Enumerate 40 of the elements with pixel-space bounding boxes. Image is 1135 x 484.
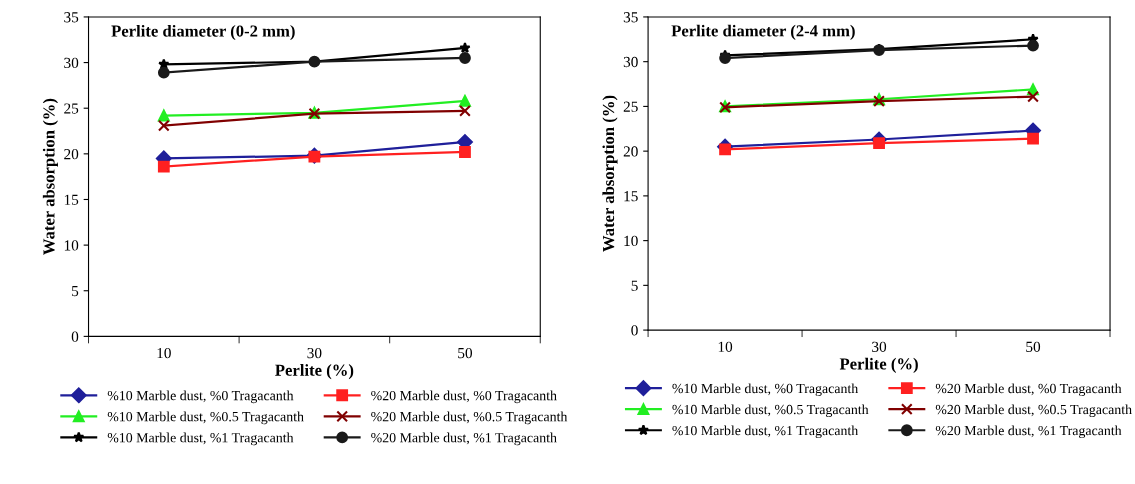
legend-label: %10 Marble dust, %0 Tragacanth bbox=[672, 383, 859, 397]
legend-label: %10 Marble dust, %1 Tragacanth bbox=[672, 425, 859, 439]
x-tick-label: 10 bbox=[718, 341, 733, 352]
y-tick-label: 20 bbox=[64, 148, 79, 160]
y-tick-label: 5 bbox=[72, 286, 79, 297]
x-tick-label: 50 bbox=[458, 347, 473, 359]
y-tick-label: 20 bbox=[623, 146, 638, 157]
legend-label: %10 Marble dust, %0.5 Tragacanth bbox=[107, 411, 304, 425]
y-tick-label: 10 bbox=[624, 235, 638, 247]
x-axis-title: Perlite (%) bbox=[839, 357, 918, 373]
annotation: Perlite diameter (0-2 mm) bbox=[111, 24, 295, 41]
legend-label: %20 Marble dust, %0.5 Tragacanth bbox=[935, 404, 1132, 418]
y-tick-label: 5 bbox=[631, 280, 638, 291]
legend-label: %20 Marble dust, %0.5 Tragacanth bbox=[371, 411, 568, 425]
legend-label: %10 Marble dust, %0 Tragacanth bbox=[107, 390, 294, 404]
x-tick-label: 30 bbox=[872, 341, 887, 352]
y-tick-label: 15 bbox=[624, 191, 638, 202]
y-axis-title: Water absorption (%) bbox=[42, 98, 58, 255]
y-tick-label: 25 bbox=[64, 103, 79, 114]
x-tick-label: 30 bbox=[307, 347, 322, 359]
annotation: Perlite diameter (2-4 mm) bbox=[671, 24, 855, 40]
y-tick-label: 0 bbox=[631, 325, 638, 336]
y-tick-label: 15 bbox=[64, 194, 79, 205]
x-tick-label: 50 bbox=[1026, 341, 1041, 352]
y-tick-label: 0 bbox=[71, 331, 79, 342]
x-axis-title: Perlite (%) bbox=[275, 364, 354, 380]
legend-label: %10 Marble dust, %0.5 Tragacanth bbox=[672, 404, 869, 418]
y-tick-label: 25 bbox=[623, 101, 638, 112]
legend-label: %20 Marble dust, %0 Tragacanth bbox=[371, 390, 557, 404]
legend-label: %20 Marble dust, %0 Tragacanth bbox=[935, 383, 1122, 397]
y-tick-label: 30 bbox=[64, 57, 79, 69]
legend-label: %20 Marble dust, %1 Tragacanth bbox=[935, 425, 1122, 439]
x-tick-label: 10 bbox=[157, 347, 171, 359]
y-tick-label: 35 bbox=[64, 12, 79, 23]
y-axis-title: Water absorption (%) bbox=[602, 95, 618, 252]
legend-label: %20 Marble dust, %1 Tragacanth bbox=[371, 432, 557, 446]
y-tick-label: 30 bbox=[623, 56, 638, 68]
legend-label: %10 Marble dust, %1 Tragacanth bbox=[107, 432, 294, 446]
y-tick-label: 10 bbox=[64, 240, 79, 251]
y-tick-label: 35 bbox=[623, 12, 638, 23]
